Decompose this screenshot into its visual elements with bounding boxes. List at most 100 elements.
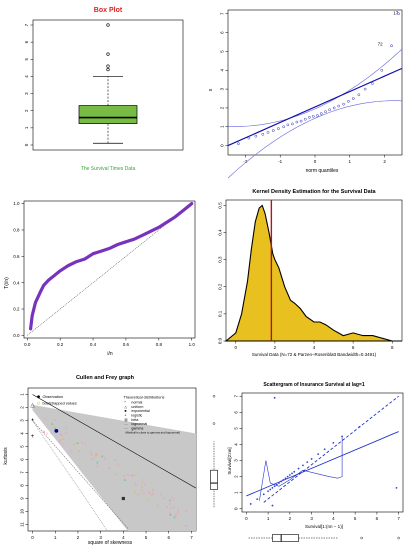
x-tick-label: 5 [354,516,357,521]
lag-point [249,503,252,505]
bootstrap-point: o [185,524,187,528]
qq-point [277,127,280,130]
qq-point [357,93,361,97]
bootstrap-point: o [84,442,86,446]
regression-line [246,431,399,497]
x-tick-label: 3 [99,535,102,540]
x-tick-label: 8 [391,345,394,350]
bootstrap-point: o [90,457,92,461]
qq-point [324,110,327,114]
bootstrap-point: o [141,488,143,492]
qq-plot-ylabel: x [208,88,214,91]
lag-point [284,477,287,480]
qq-point [397,12,400,16]
qq-point [342,102,345,106]
bootstrap-point: o [50,432,52,436]
legend-symbol: * [124,401,126,405]
y-tick-label: 6 [20,458,25,461]
y-tick-label: 5 [220,50,225,53]
legend-symbol: △ [124,405,127,409]
qq-point [311,115,315,118]
x-tick-label: 2 [274,345,277,350]
y-tick-label: 0.0 [218,337,223,344]
lag-point [278,482,280,484]
lag-point [262,493,265,496]
y-tick-label: 1 [24,126,29,129]
bootstrap-point: o [60,432,62,436]
y-tick-label: 3 [220,87,225,90]
lag-point [341,435,343,438]
confidence-band-lower [227,100,403,179]
x-tick-label: 4 [313,345,316,350]
outlier-point [106,52,110,56]
y-tick-label: 0.2 [218,283,223,290]
bootstrap-point: o [185,509,187,513]
bootstrap-point: o [175,512,177,516]
y-tick-label: 8 [20,484,25,487]
legend-symbol: - - [124,422,127,426]
y-tick-label: 2 [220,106,225,109]
bootstrap-point: o [43,430,45,434]
box-plot-xlabel: The Survival Times Data [81,166,136,172]
qq-point [316,114,319,117]
lag-point [271,504,274,507]
annotation-17: 17 [393,10,399,15]
bootstrap-point: o [54,426,56,430]
qq-point [332,106,336,110]
legend-distribution-uniform: uniform [131,405,143,409]
x-tick-label: 0 [235,345,238,350]
lag-scatter-svg: Scattergram of Insurance Survival at lag… [210,382,404,542]
bootstrap-point: o [101,455,103,459]
y-tick-label: 3 [20,419,25,422]
bootstrap-point: o [108,466,110,470]
bootstrap-point: o [173,515,175,519]
cullen-frey-title: Cullen and Frey graph [76,375,135,381]
y-tick-label: 1 [234,491,239,494]
legend-observation-symbol [37,395,40,399]
qq-point [319,112,323,115]
bootstrap-point: o [46,431,48,435]
bootstrap-point: o [77,441,79,445]
lag-point [282,478,285,481]
bootstrap-point: o [131,473,133,477]
bootstrap-point: o [104,457,106,461]
lag-point [310,458,313,460]
bootstrap-point: o [177,507,179,511]
qq-point [254,134,258,138]
x-tick-label: 1 [54,535,57,540]
x-tick-label: 6 [167,535,170,540]
qq-point [390,44,393,48]
y-tick-label: 1.0 [13,201,20,206]
qq-point [261,132,265,136]
box-iqr [78,105,138,124]
bootstrap-point: o [134,481,136,485]
reference-line [227,67,403,147]
bootstrap-point: o [97,461,99,465]
lognormal-line [32,420,108,532]
lag-point [256,498,259,501]
box-plot-svg: Box Plot The Survival Times Data 0 1 2 3 4 5 6… [24,7,184,172]
y-tick-label: 9 [20,497,25,500]
x-tick-label: 2 [383,159,386,164]
x-tick-label: 7 [397,516,400,521]
lag-point [291,472,293,475]
uniform-marker: △ [30,403,35,409]
qq-point [380,68,384,72]
y-tick-label: 0 [220,144,225,147]
ttt-plot-panel: i/n T(i/n) 0.0 0.2 0.4 0.6 0.8 1.0 0.0 0.2 0.4 0.… [0,183,203,366]
bootstrap-point: o [175,514,177,518]
bootstrap-point: o [169,502,171,506]
bootstrap-point: o [141,485,143,489]
marginal-y-box [210,469,218,490]
legend-observation: Observation [43,395,63,399]
x-tick-label: 5 [145,535,148,540]
y-tick-label: 0.1 [218,310,223,317]
box-plot-panel: Box Plot The Survival Times Data 0 1 2 3 4 5 6… [0,0,203,183]
observation-point [54,429,59,433]
bootstrap-point: o [61,433,63,437]
legend-distribution-normal: normal [131,401,142,405]
y-tick-label: 4 [20,432,25,435]
density-area [224,204,402,342]
y-tick-label: 1 [220,125,225,128]
x-tick-label: 6 [352,345,355,350]
